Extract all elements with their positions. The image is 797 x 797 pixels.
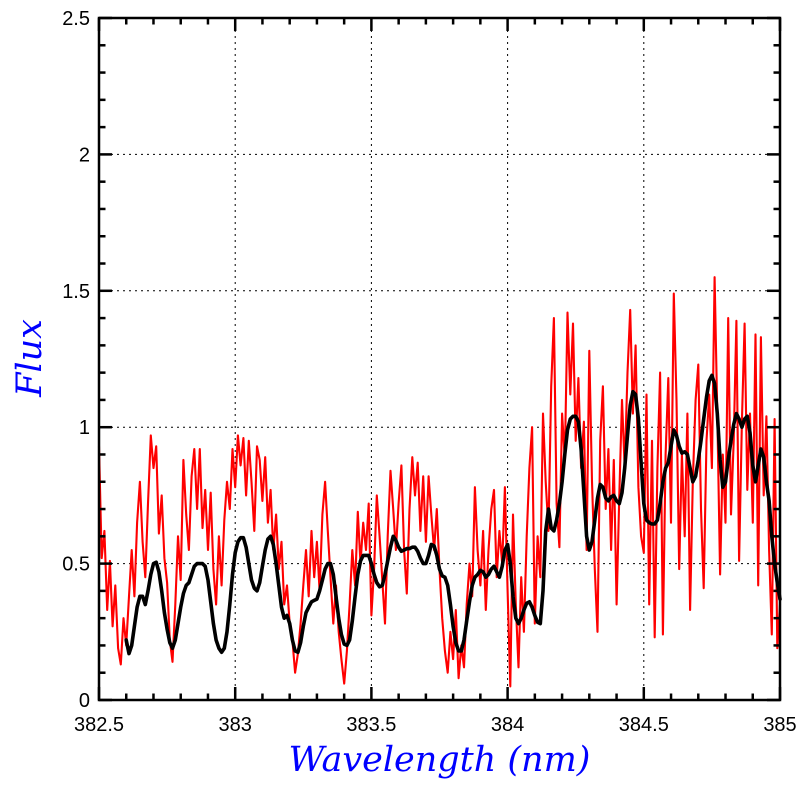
tick-marks bbox=[97, 16, 782, 702]
y-tick-label: 2.5 bbox=[62, 8, 90, 30]
y-axis-title: Flux bbox=[10, 319, 50, 397]
x-tick-label: 382.5 bbox=[74, 714, 124, 736]
y-tick-label: 0 bbox=[79, 690, 90, 712]
series-lines bbox=[97, 276, 782, 688]
observed-spectrum-line bbox=[97, 276, 782, 688]
x-axis-title: Wavelength (nm) bbox=[288, 740, 591, 780]
tick-labels: 382.5 383 383.5 384 384.5 385 0 0.5 1 1.5 2 2.5 bbox=[62, 8, 797, 736]
y-tick-label: 2 bbox=[79, 144, 90, 166]
x-tick-label: 385 bbox=[763, 714, 796, 736]
x-tick-label: 383.5 bbox=[346, 714, 396, 736]
axis-frame bbox=[97, 16, 782, 702]
y-tick-label: 1.5 bbox=[62, 281, 90, 303]
x-tick-label: 383 bbox=[219, 714, 252, 736]
smoothed-spectrum-line bbox=[124, 373, 782, 656]
gridlines bbox=[99, 18, 780, 700]
y-tick-label: 1 bbox=[79, 417, 90, 439]
x-tick-label: 384.5 bbox=[619, 714, 669, 736]
y-tick-label: 0.5 bbox=[62, 554, 90, 576]
x-tick-label: 384 bbox=[491, 714, 524, 736]
